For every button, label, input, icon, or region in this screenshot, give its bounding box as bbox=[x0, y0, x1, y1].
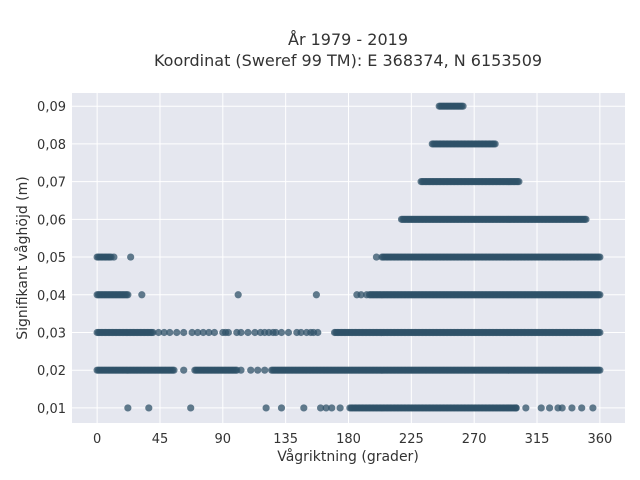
data-point bbox=[187, 404, 195, 412]
data-point bbox=[277, 404, 286, 412]
data-point bbox=[244, 328, 252, 337]
data-point bbox=[251, 328, 259, 337]
data-point bbox=[491, 140, 499, 148]
data-point bbox=[589, 404, 597, 412]
data-point bbox=[328, 404, 336, 412]
data-point bbox=[558, 404, 566, 412]
data-point bbox=[297, 328, 305, 337]
data-point bbox=[237, 366, 245, 374]
y-tick-label: 0,01 bbox=[37, 402, 66, 417]
data-point bbox=[459, 102, 467, 110]
data-point bbox=[234, 291, 242, 299]
data-point bbox=[322, 404, 330, 412]
data-point bbox=[149, 328, 157, 337]
data-point bbox=[138, 291, 146, 299]
data-point bbox=[188, 328, 196, 337]
x-tick-label: 360 bbox=[587, 432, 612, 447]
data-point bbox=[205, 328, 213, 337]
data-point bbox=[596, 328, 604, 337]
data-point bbox=[357, 291, 365, 299]
data-point bbox=[237, 328, 245, 337]
x-tick-label: 315 bbox=[525, 432, 550, 447]
x-tick-label: 180 bbox=[336, 432, 361, 447]
x-axis-label: Vågriktning (grader) bbox=[277, 448, 419, 465]
data-point bbox=[160, 328, 168, 337]
data-point bbox=[254, 366, 262, 374]
data-point bbox=[578, 404, 586, 412]
y-tick-label: 0,02 bbox=[37, 364, 66, 379]
data-point bbox=[316, 404, 325, 412]
chart-subtitle: Koordinat (Sweref 99 TM): E 368374, N 61… bbox=[154, 51, 542, 70]
y-tick-label: 0,06 bbox=[37, 213, 66, 228]
data-point bbox=[522, 404, 530, 412]
data-point bbox=[247, 366, 255, 374]
y-tick-labels: 0,01 0,02 0,03 0,04 0,05 0,06 0,07 0,08 0,09 bbox=[37, 100, 66, 417]
data-point bbox=[180, 328, 188, 337]
data-point bbox=[314, 328, 322, 337]
data-point bbox=[363, 291, 371, 299]
data-point bbox=[300, 404, 308, 412]
data-point bbox=[110, 253, 118, 261]
data-point bbox=[537, 404, 545, 412]
data-point bbox=[124, 404, 132, 412]
data-point bbox=[312, 291, 320, 299]
x-tick-label: 90 bbox=[215, 432, 232, 447]
data-point bbox=[277, 328, 286, 337]
y-axis-label: Signifikant våghöjd (m) bbox=[14, 176, 31, 339]
data-point bbox=[372, 253, 381, 261]
data-point bbox=[596, 366, 604, 374]
data-point bbox=[224, 328, 233, 337]
data-point bbox=[284, 328, 293, 337]
data-point bbox=[194, 328, 202, 337]
data-point bbox=[568, 404, 576, 412]
data-point bbox=[127, 253, 135, 261]
x-tick-label: 225 bbox=[399, 432, 424, 447]
data-point bbox=[170, 366, 178, 374]
data-point bbox=[154, 328, 163, 337]
y-tick-label: 0,05 bbox=[37, 251, 66, 266]
chart-title: År 1979 - 2019 bbox=[288, 30, 408, 49]
x-tick-labels: 0 45 90 135 180 225 270 315 360 bbox=[93, 432, 612, 447]
data-point bbox=[262, 404, 270, 412]
data-point bbox=[199, 328, 207, 337]
data-point bbox=[378, 253, 386, 261]
y-tick-label: 0,09 bbox=[37, 100, 66, 115]
data-point bbox=[210, 328, 219, 337]
x-tick-label: 270 bbox=[462, 432, 487, 447]
data-point bbox=[512, 404, 520, 412]
data-point bbox=[124, 291, 132, 299]
data-point bbox=[596, 253, 604, 261]
data-point bbox=[180, 366, 188, 374]
y-tick-label: 0,08 bbox=[37, 138, 66, 153]
data-point bbox=[596, 291, 604, 299]
y-tick-label: 0,04 bbox=[37, 289, 66, 304]
data-point bbox=[145, 404, 153, 412]
data-points bbox=[93, 102, 604, 412]
data-point bbox=[173, 328, 181, 337]
data-point bbox=[261, 366, 269, 374]
data-point bbox=[336, 404, 344, 412]
data-point bbox=[272, 328, 280, 337]
x-tick-label: 45 bbox=[152, 432, 169, 447]
x-tick-label: 0 bbox=[93, 432, 101, 447]
y-tick-label: 0,03 bbox=[37, 326, 66, 341]
y-tick-label: 0,07 bbox=[37, 176, 66, 191]
data-point bbox=[545, 404, 554, 412]
data-point bbox=[166, 328, 174, 337]
data-point bbox=[582, 215, 590, 223]
x-tick-label: 135 bbox=[273, 432, 298, 447]
data-point bbox=[515, 178, 523, 186]
